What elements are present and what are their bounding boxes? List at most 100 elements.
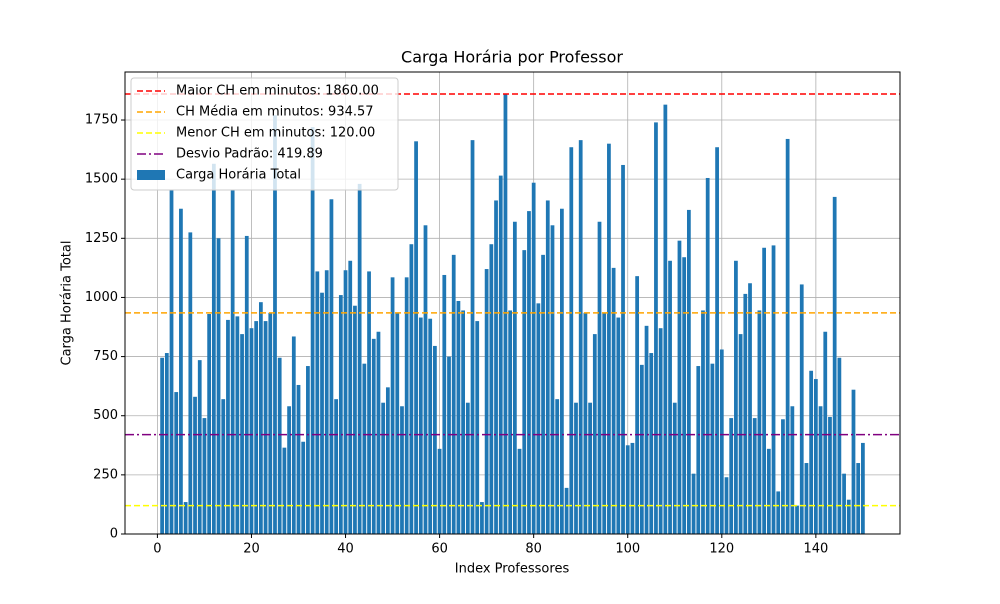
bar [362, 363, 367, 534]
bar [743, 293, 748, 534]
x-tick-label: 60 [431, 542, 448, 557]
y-tick-label: 750 [93, 349, 118, 364]
axes-frame [124, 71, 901, 535]
bar [461, 310, 465, 534]
bar [188, 232, 193, 535]
bar [583, 312, 588, 534]
bar [160, 357, 164, 534]
bar [258, 302, 263, 534]
bar [701, 310, 705, 534]
bar [639, 364, 644, 534]
bar [668, 260, 672, 534]
legend-label: Maior CH em minutos: 1860.00 [176, 84, 379, 99]
y-tick-label: 250 [93, 467, 118, 482]
bar [705, 177, 710, 534]
bar [244, 235, 249, 534]
bar [273, 115, 277, 535]
bar [790, 406, 795, 534]
bar [715, 147, 719, 534]
bar [809, 370, 814, 534]
bar [428, 318, 433, 534]
x-tick-label: 80 [525, 542, 542, 557]
bar [296, 384, 301, 534]
bar [169, 189, 174, 534]
bar [348, 260, 353, 534]
bar [301, 441, 306, 534]
bar [654, 122, 658, 535]
bar [531, 182, 536, 535]
bar [324, 270, 329, 534]
bar [686, 209, 691, 534]
bar [799, 284, 804, 534]
bar [555, 399, 560, 534]
bar [607, 143, 611, 534]
legend-label: Menor CH em minutos: 120.00 [176, 126, 375, 141]
bar [442, 274, 447, 534]
y-tick-label: 1000 [85, 290, 118, 305]
bar [512, 221, 517, 534]
bar [757, 310, 762, 534]
bar [207, 314, 212, 534]
bar [545, 200, 550, 535]
bar [437, 448, 442, 534]
bar [268, 312, 273, 534]
bar [277, 357, 282, 534]
bar [263, 321, 268, 534]
bar [400, 406, 404, 534]
bar [433, 345, 437, 534]
bar [541, 254, 545, 534]
x-axis-label: Index Professores [455, 562, 570, 577]
legend-label: Desvio Padrão: 419.89 [176, 147, 323, 162]
bar [785, 138, 790, 535]
bar [677, 240, 682, 534]
bar [367, 271, 371, 534]
y-tick-label: 1750 [85, 113, 118, 128]
bar [828, 416, 832, 534]
bar [291, 336, 296, 534]
bar [517, 448, 522, 534]
bar [696, 366, 701, 534]
bar [837, 357, 842, 534]
x-tick-label: 140 [803, 542, 828, 557]
bar [310, 127, 315, 534]
bar [776, 491, 781, 534]
x-tick-label: 20 [243, 542, 260, 557]
bar [385, 387, 390, 534]
bar [602, 312, 607, 534]
bar [179, 208, 183, 534]
bar [423, 225, 428, 534]
bar [795, 505, 799, 534]
bar [766, 448, 771, 534]
bar [197, 360, 202, 534]
bar [861, 442, 865, 534]
bar [451, 254, 456, 534]
bar [564, 487, 569, 534]
bar [823, 331, 828, 534]
bar [470, 140, 475, 534]
x-tick-label: 100 [615, 542, 640, 557]
bar [282, 447, 287, 534]
bar [475, 321, 480, 534]
bar [174, 392, 179, 534]
bar [616, 317, 621, 534]
chart-title: Carga Horária por Professor [401, 48, 623, 67]
bar [371, 338, 376, 534]
bar [630, 442, 635, 534]
bar [663, 104, 668, 534]
bar [164, 353, 169, 534]
bar [536, 303, 541, 534]
bar [644, 325, 649, 534]
bar [249, 328, 254, 534]
x-tick-label: 120 [709, 542, 734, 557]
bar [574, 402, 578, 534]
bar [592, 334, 597, 534]
bar [287, 406, 291, 534]
bar [748, 283, 752, 534]
bar [465, 402, 470, 534]
bar [781, 419, 785, 534]
y-axis-label: Carga Horária Total [60, 241, 75, 366]
bar [578, 140, 583, 534]
bar [494, 200, 498, 535]
bar [842, 473, 846, 534]
bar [762, 247, 767, 535]
